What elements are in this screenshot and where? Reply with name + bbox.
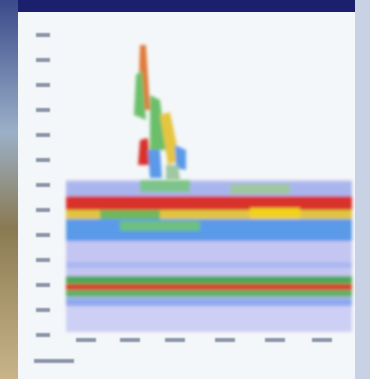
top-border [0,0,370,12]
photo [0,0,370,379]
spectrogram [66,180,352,332]
left-strip [0,0,18,379]
right-edge [355,0,370,379]
